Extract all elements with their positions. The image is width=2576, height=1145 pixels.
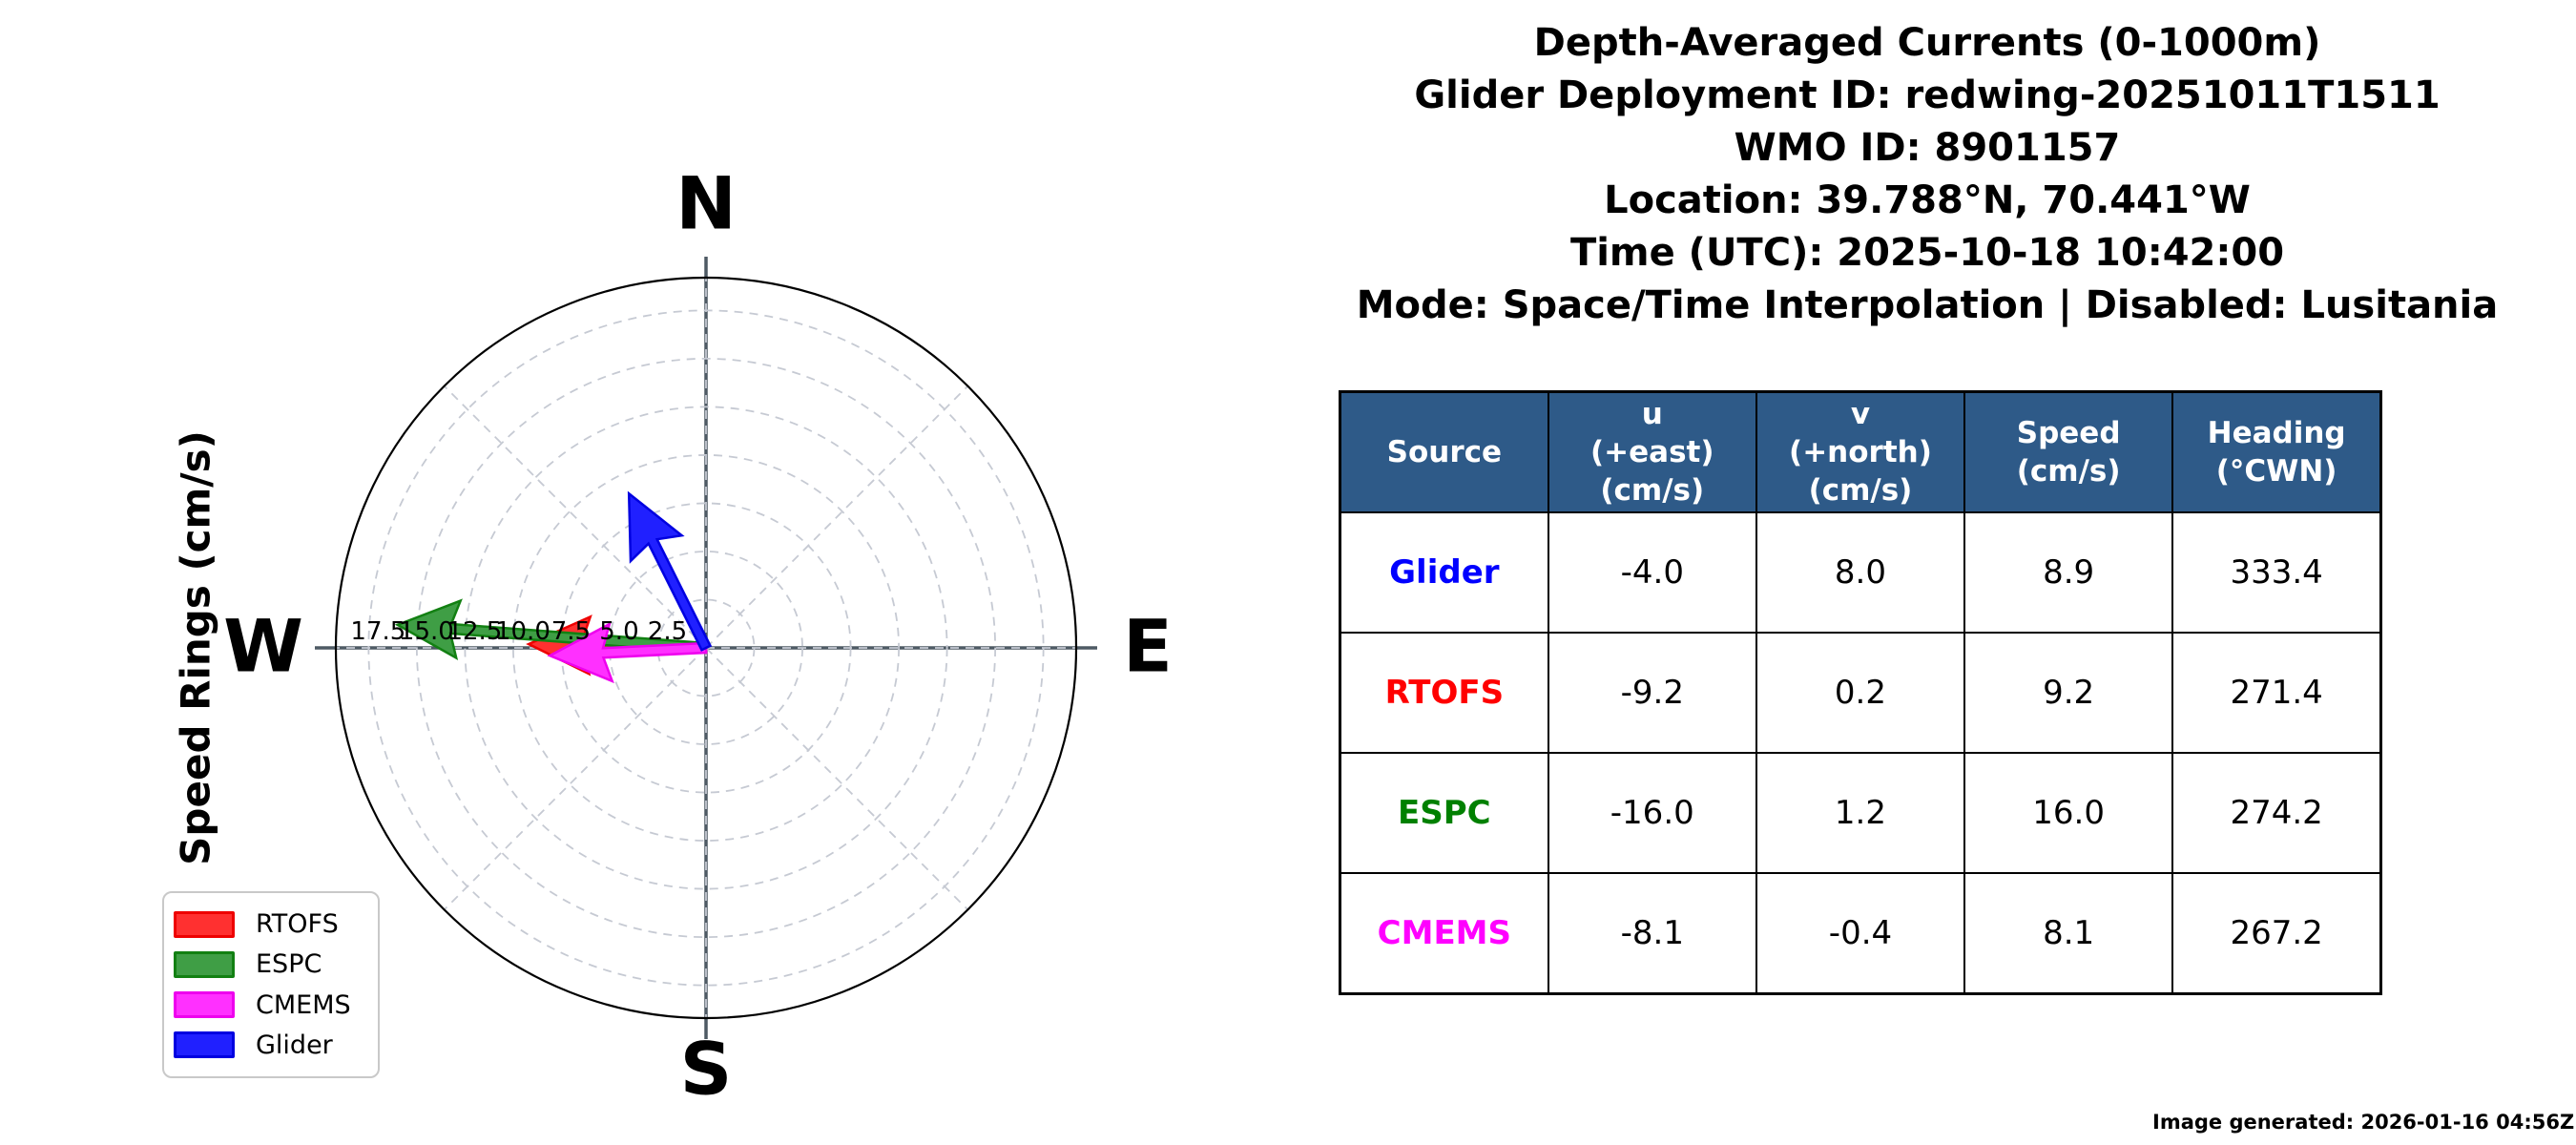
value-cell: 9.2 bbox=[1963, 632, 2174, 754]
ring-label-12.5: 12.5 bbox=[447, 617, 502, 646]
ring-label-2.5: 2.5 bbox=[648, 617, 687, 646]
value-cell: 16.0 bbox=[1963, 752, 2174, 874]
legend-label: RTOFS bbox=[256, 909, 339, 940]
currents-table-header: Source u (+east) (cm/s) v (+north) (cm/s) Speed… bbox=[1339, 390, 2382, 513]
table-header-row: Source u (+east) (cm/s) v (+north) (cm/s) Speed… bbox=[1339, 390, 2382, 513]
current-vector-cmems bbox=[547, 621, 708, 684]
source-cell: Glider bbox=[1339, 511, 1549, 634]
value-cell: -4.0 bbox=[1547, 511, 1757, 634]
speed-ring-10 bbox=[512, 454, 900, 842]
legend-item-espc: ESPC bbox=[174, 949, 368, 979]
spoke-225deg bbox=[444, 647, 707, 910]
table-row: CMEMS -8.1 -0.4 8.1 267.2 bbox=[1339, 872, 2382, 995]
value-cell: 333.4 bbox=[2171, 511, 2382, 634]
legend-swatch-rtofs bbox=[174, 910, 235, 938]
speed-ring-12.5 bbox=[464, 406, 948, 890]
value-cell: 8.1 bbox=[1963, 872, 2174, 995]
generated-timestamp: Image generated: 2026-01-16 04:56Z bbox=[2152, 1111, 2575, 1134]
legend-item-cmems: CMEMS bbox=[174, 990, 368, 1020]
table-row: Glider -4.0 8.0 8.9 333.4 bbox=[1339, 511, 2382, 634]
title-block: Depth-Averaged Currents (0-1000m) Glider… bbox=[1298, 17, 2557, 332]
column-header: v (+north) (cm/s) bbox=[1755, 390, 1966, 513]
value-cell: -9.2 bbox=[1547, 632, 1757, 754]
column-header: Source bbox=[1339, 390, 1549, 513]
north-label: N bbox=[675, 161, 737, 246]
table-row: ESPC -16.0 1.2 16.0 274.2 bbox=[1339, 752, 2382, 874]
legend-label: Glider bbox=[256, 1030, 333, 1060]
column-header: u (+east) (cm/s) bbox=[1547, 390, 1757, 513]
legend-label: CMEMS bbox=[256, 989, 351, 1020]
subtitle-wmo-id: WMO ID: 8901157 bbox=[1734, 126, 2121, 170]
column-header: Heading (°CWN) bbox=[2171, 390, 2382, 513]
ring-label-5.0: 5.0 bbox=[599, 617, 638, 646]
subtitle-location: Location: 39.788°N, 70.441°W bbox=[1604, 178, 2251, 222]
subtitle-mode: Mode: Space/Time Interpolation | Disable… bbox=[1356, 283, 2499, 327]
ring-label-10.0: 10.0 bbox=[495, 617, 551, 646]
currents-table-body: Glider -4.0 8.0 8.9 333.4 RTOFS -9.2 0.2 9.2 271.… bbox=[1339, 511, 2382, 995]
current-vector-glider bbox=[627, 490, 713, 652]
table-row: RTOFS -9.2 0.2 9.2 271.4 bbox=[1339, 632, 2382, 754]
spoke-135deg bbox=[444, 385, 707, 649]
value-cell: -0.4 bbox=[1755, 872, 1966, 995]
subtitle-time: Time (UTC): 2025-10-18 10:42:00 bbox=[1569, 231, 2285, 275]
value-cell: -16.0 bbox=[1547, 752, 1757, 874]
outer-circle bbox=[334, 276, 1078, 1020]
legend-label: ESPC bbox=[256, 949, 322, 980]
ring-label-7.5: 7.5 bbox=[551, 617, 591, 646]
value-cell: 8.0 bbox=[1755, 511, 1966, 634]
value-cell: -8.1 bbox=[1547, 872, 1757, 995]
value-cell: 0.2 bbox=[1755, 632, 1966, 754]
subtitle-deployment-id: Glider Deployment ID: redwing-20251011T1… bbox=[1414, 73, 2441, 117]
legend-item-glider: Glider bbox=[174, 1030, 368, 1060]
source-cell: RTOFS bbox=[1339, 632, 1549, 754]
ring-label-15.0: 15.0 bbox=[399, 617, 454, 646]
speed-rings-axis-label: Speed Rings (cm/s) bbox=[173, 430, 219, 865]
currents-table: Source u (+east) (cm/s) v (+north) (cm/s) Speed… bbox=[1339, 390, 2382, 995]
source-cell: CMEMS bbox=[1339, 872, 1549, 995]
value-cell: 1.2 bbox=[1755, 752, 1966, 874]
value-cell: 267.2 bbox=[2171, 872, 2382, 995]
ring-label-17.5: 17.5 bbox=[350, 617, 405, 646]
value-cell: 274.2 bbox=[2171, 752, 2382, 874]
south-label: S bbox=[680, 1027, 733, 1112]
page-title: Depth-Averaged Currents (0-1000m) bbox=[1533, 21, 2321, 65]
source-cell: ESPC bbox=[1339, 752, 1549, 874]
column-header: Speed (cm/s) bbox=[1963, 390, 2174, 513]
legend: RTOFS ESPC CMEMS Glider bbox=[162, 891, 380, 1078]
east-label: E bbox=[1123, 604, 1173, 689]
spoke-45deg bbox=[705, 385, 968, 649]
legend-swatch-espc bbox=[174, 950, 235, 978]
west-label: W bbox=[223, 604, 303, 689]
value-cell: 271.4 bbox=[2171, 632, 2382, 754]
legend-item-rtofs: RTOFS bbox=[174, 909, 368, 939]
legend-swatch-cmems bbox=[174, 991, 235, 1019]
value-cell: 8.9 bbox=[1963, 511, 2174, 634]
speed-ring-15 bbox=[415, 357, 997, 939]
legend-swatch-glider bbox=[174, 1031, 235, 1059]
spoke-315deg bbox=[705, 647, 968, 910]
